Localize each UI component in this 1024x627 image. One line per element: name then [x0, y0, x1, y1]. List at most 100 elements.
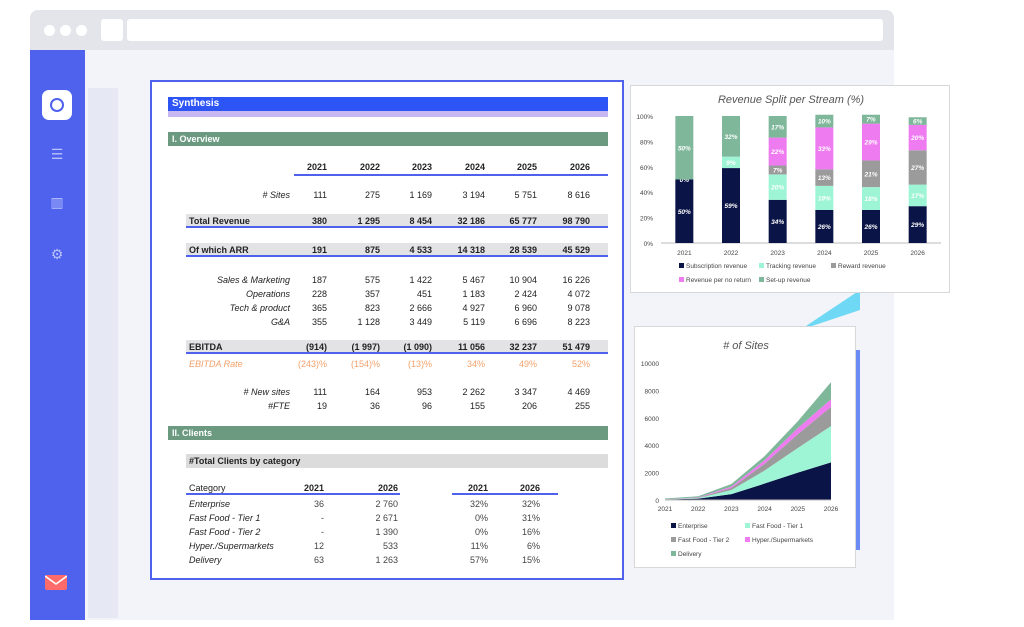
window-dot-icon[interactable]	[76, 25, 87, 36]
cell-value: 2 262	[462, 387, 485, 397]
data-label: 50%	[678, 209, 691, 216]
clients-cell: 16%	[521, 527, 540, 537]
sites-svg: # of Sites 0 2000 4000 6000 8000 10000 2021 2022…	[641, 340, 839, 558]
cell-value: 255	[574, 401, 590, 411]
area-series	[665, 426, 831, 500]
clients-col-header: 2021	[303, 483, 324, 493]
data-label: 33%	[818, 146, 831, 153]
cell-value: 49%	[518, 359, 537, 369]
clients-cell: 12	[313, 541, 324, 551]
x-tick-label: 2024	[757, 506, 772, 513]
y-tick-label: 60%	[640, 165, 653, 172]
cell-value: 1 422	[409, 275, 432, 285]
cell-value: 3 449	[409, 317, 432, 327]
mail-icon[interactable]	[45, 575, 67, 590]
cell-value: 365	[311, 303, 327, 313]
cell-value: 357	[364, 289, 380, 299]
legend-label: Fast Food - Tier 1	[752, 523, 804, 530]
cell-value: (243)%	[297, 359, 327, 369]
header-rule	[186, 493, 400, 495]
legend-label: Fast Food - Tier 2	[678, 537, 730, 544]
settings-icon[interactable]: ⚙	[50, 247, 64, 263]
bar-chart-icon[interactable]: ▥	[50, 195, 64, 211]
cell-value: 28 539	[509, 245, 537, 255]
data-label: 26%	[817, 224, 831, 231]
bar-segment	[908, 124, 927, 151]
cell-value: 2 424	[514, 289, 537, 299]
cell-value: 111	[313, 387, 327, 397]
data-label: 0%	[680, 177, 690, 184]
data-label: 19%	[818, 195, 831, 202]
filter-icon[interactable]: ☰	[50, 147, 64, 163]
y-tick-label: 0	[655, 498, 659, 505]
app-logo-icon[interactable]	[42, 90, 72, 120]
y-tick-label: 6000	[645, 416, 660, 423]
legend-swatch	[745, 523, 750, 528]
clients-cell: 32%	[521, 499, 540, 509]
legend-swatch	[831, 263, 836, 268]
bar-segment	[675, 179, 694, 243]
legend-label: Subscription revenue	[686, 263, 747, 270]
data-label: 20%	[770, 185, 784, 192]
y-tick-label: 100%	[636, 114, 653, 121]
cell-value: 823	[364, 303, 380, 313]
data-label: 17%	[911, 193, 924, 200]
year-header: 2022	[359, 162, 380, 172]
clients-col-header: 2026	[519, 483, 540, 493]
x-tick-label: 2022	[724, 250, 739, 257]
cell-value: 52%	[571, 359, 590, 369]
data-label: 22%	[770, 149, 784, 156]
clients-cell: 0%	[474, 513, 488, 523]
window-dot-icon[interactable]	[44, 25, 55, 36]
area-series	[665, 462, 831, 500]
x-tick-label: 2025	[864, 250, 879, 257]
cell-value: 96	[421, 401, 432, 411]
legend-label: Tracking revenue	[766, 263, 816, 270]
clients-table-header	[186, 454, 608, 468]
bar-segment	[908, 184, 927, 207]
bar-segment	[768, 199, 787, 243]
x-tick-label: 2022	[691, 506, 706, 513]
row-label: G&A	[270, 317, 290, 327]
browser-tab[interactable]	[101, 19, 123, 41]
cell-value: 155	[469, 401, 485, 411]
legend-swatch	[679, 277, 684, 282]
cell-value: 6 696	[514, 317, 537, 327]
clients-cell: 2 671	[375, 513, 398, 523]
cell-value: 8 223	[567, 317, 590, 327]
legend-swatch	[759, 263, 764, 268]
bar-segment	[768, 137, 787, 166]
cell-value: 187	[311, 275, 327, 285]
y-tick-label: 4000	[645, 443, 660, 450]
bar-segment	[815, 114, 834, 128]
cell-value: (1 090)	[403, 342, 432, 352]
row-label: Tech & product	[229, 303, 290, 313]
bar-segment	[768, 174, 787, 200]
arr-row-bg	[186, 243, 608, 257]
y-tick-label: 0%	[644, 241, 654, 248]
sheet-title: Synthesis	[168, 97, 608, 111]
bar-segment	[862, 187, 880, 210]
clients-cell: 11%	[470, 541, 488, 551]
clients-cell: 31%	[521, 513, 540, 523]
bar-segment	[815, 209, 834, 243]
cell-value: (914)	[305, 342, 327, 352]
revenue-split-chart: Revenue Split per Stream (%) 0% 20% 40% 60% 8…	[630, 85, 950, 293]
clients-cell: 1 263	[375, 555, 398, 565]
bar-segment	[908, 206, 927, 243]
legend-swatch	[759, 277, 764, 282]
cell-value: (1 997)	[351, 342, 380, 352]
clients-row-label: Delivery	[189, 555, 222, 565]
address-bar[interactable]	[127, 19, 883, 41]
bar-segment	[862, 209, 880, 243]
data-label: 59%	[724, 203, 737, 210]
row-label: EBITDA Rate	[189, 359, 243, 369]
cell-value: 9 078	[567, 303, 590, 313]
clients-cell: 2 760	[375, 499, 398, 509]
cell-value: 8 616	[567, 190, 590, 200]
data-label: 6%	[913, 119, 923, 126]
cell-value: 1 169	[409, 190, 432, 200]
cell-value: 16 226	[562, 275, 590, 285]
cell-value: 98 790	[562, 216, 590, 226]
window-dot-icon[interactable]	[60, 25, 71, 36]
